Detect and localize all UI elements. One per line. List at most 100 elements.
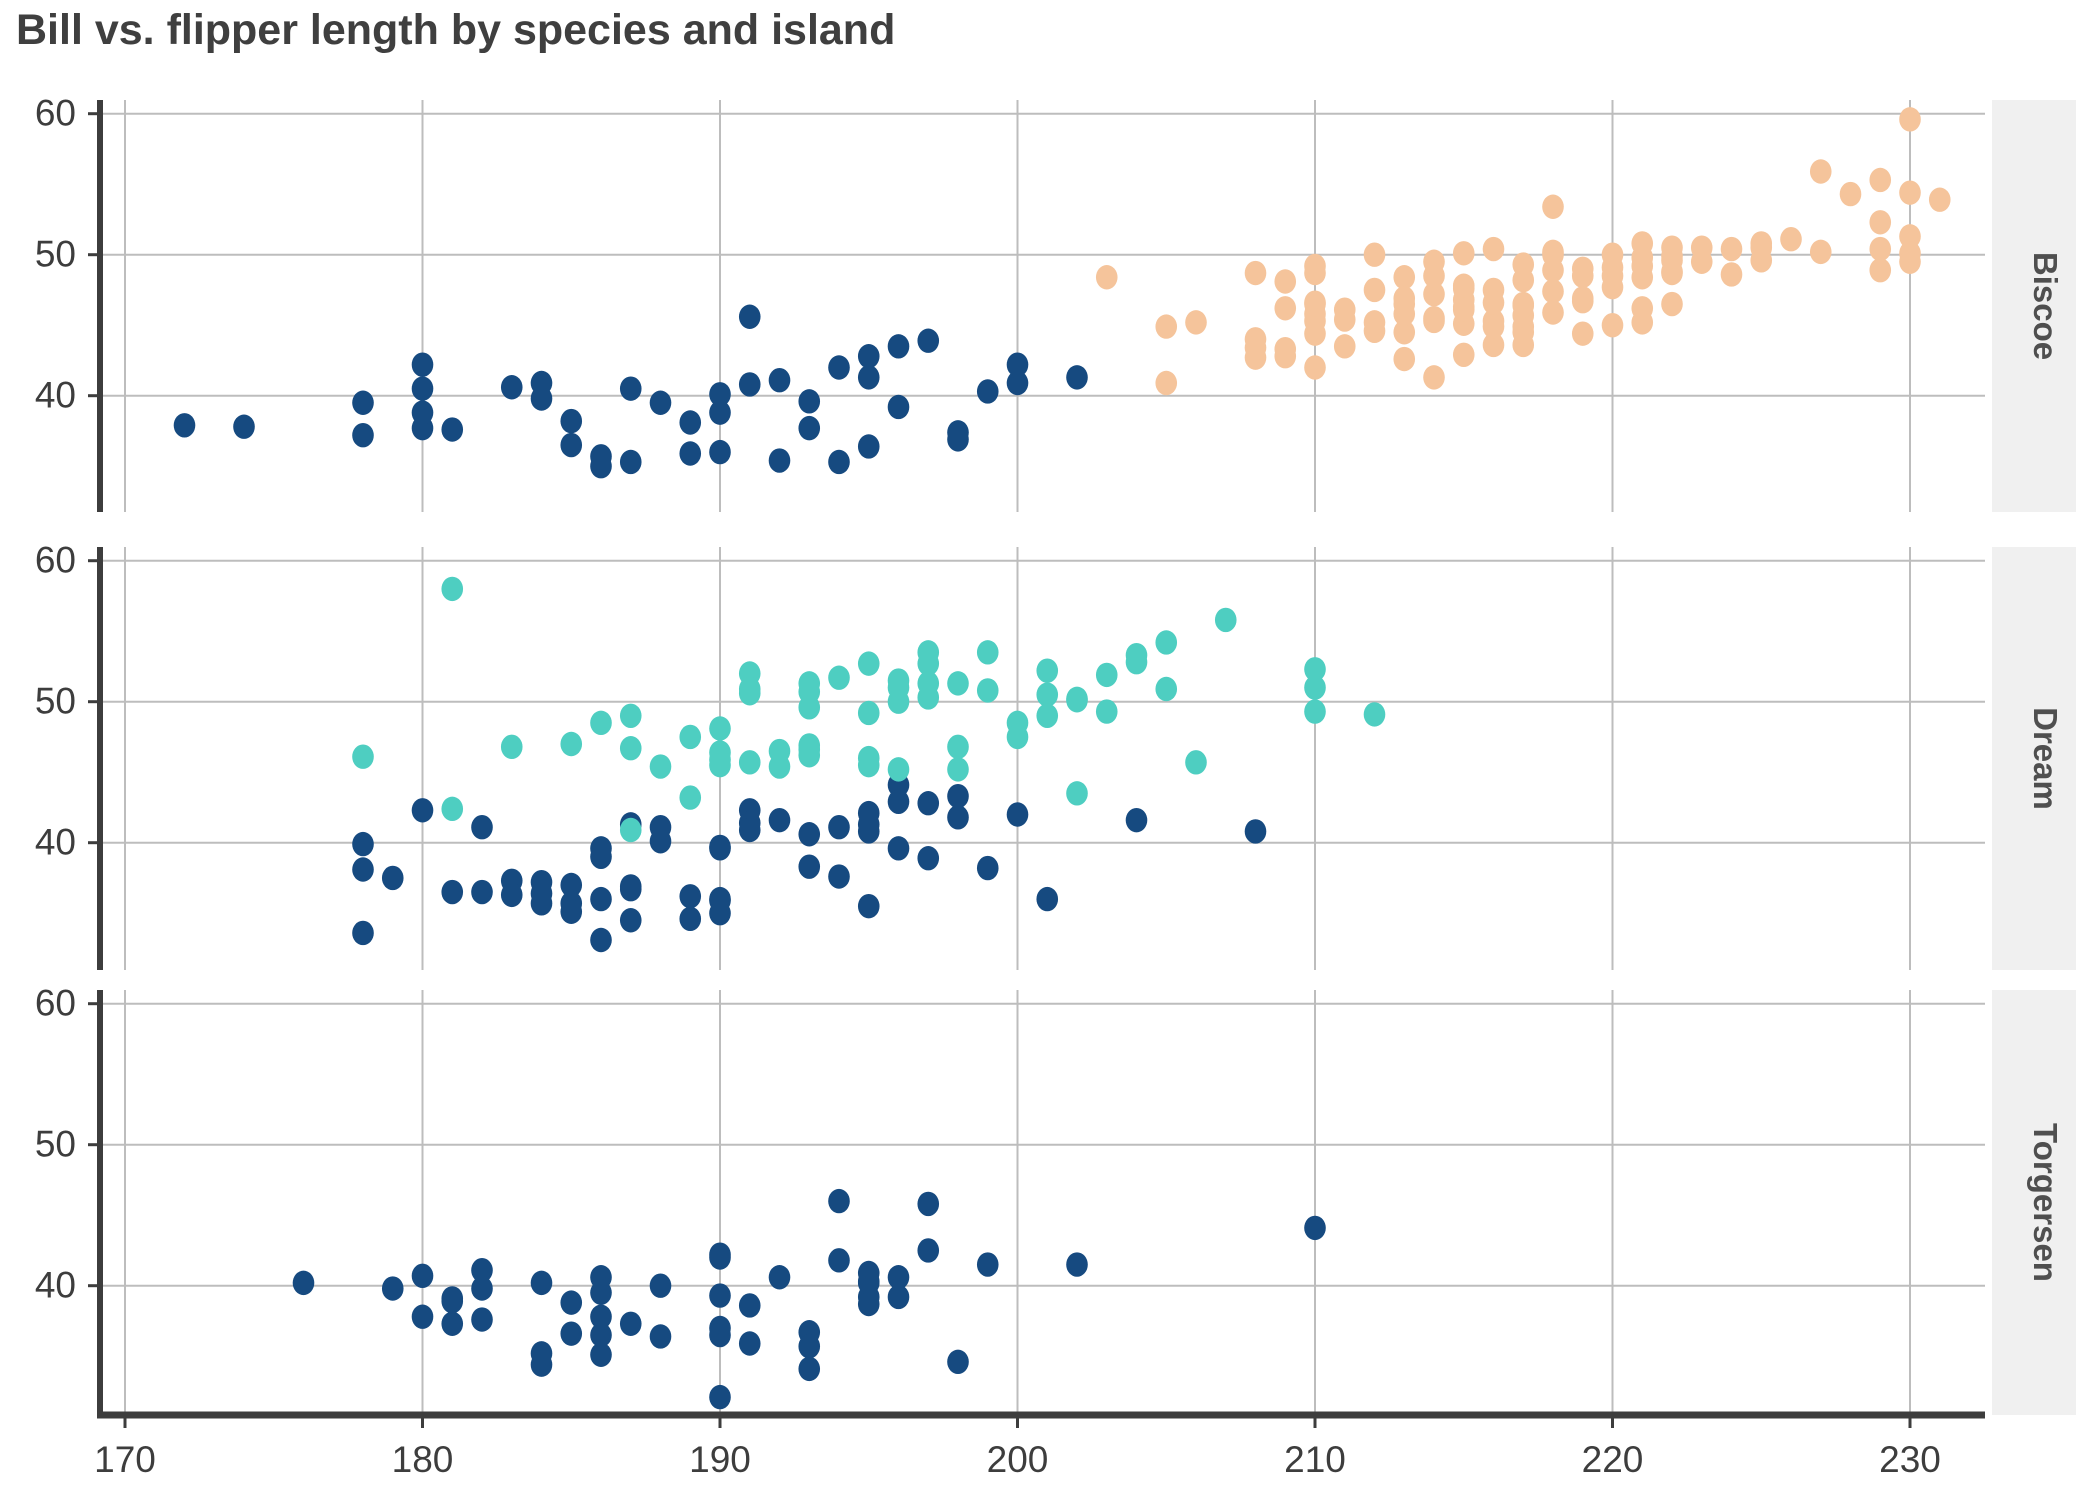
- data-point-chinstrap: [1036, 682, 1059, 707]
- data-point-adelie: [709, 1242, 731, 1267]
- data-point-chinstrap: [1066, 686, 1088, 712]
- data-point-adelie: [828, 864, 850, 889]
- data-point-adelie: [709, 834, 731, 860]
- data-point-gentoo: [1631, 265, 1654, 290]
- data-point-adelie: [590, 1304, 612, 1329]
- data-point-gentoo: [1690, 249, 1713, 274]
- data-point-chinstrap: [1095, 662, 1118, 688]
- data-point-chinstrap: [441, 576, 464, 602]
- data-point-gentoo: [1601, 313, 1624, 338]
- data-point-adelie: [887, 334, 910, 359]
- data-point-gentoo: [1542, 279, 1564, 304]
- data-point-gentoo: [1542, 300, 1564, 325]
- data-point-gentoo: [1780, 226, 1802, 252]
- facet-strip-label: Torgersen: [2027, 1123, 2064, 1282]
- data-point-adelie: [560, 872, 583, 898]
- data-point-adelie: [411, 400, 434, 425]
- data-point-adelie: [798, 1334, 821, 1359]
- data-point-chinstrap: [1304, 675, 1326, 700]
- chart-title: Bill vs. flipper length by species and i…: [16, 6, 896, 54]
- y-tick-label: 40: [35, 822, 76, 863]
- data-point-adelie: [560, 1290, 583, 1315]
- data-point-adelie: [530, 869, 553, 895]
- data-point-adelie: [560, 408, 583, 434]
- data-point-gentoo: [1899, 107, 1921, 132]
- data-point-adelie: [976, 1252, 999, 1277]
- data-point-adelie: [709, 439, 731, 465]
- data-point-adelie: [471, 1307, 493, 1332]
- data-point-gentoo: [1452, 241, 1475, 266]
- data-point-chinstrap: [1214, 607, 1237, 633]
- data-point-gentoo: [1601, 242, 1624, 267]
- data-point-gentoo: [1512, 320, 1535, 345]
- data-point-gentoo: [1601, 274, 1624, 300]
- data-point-adelie: [441, 1311, 464, 1336]
- y-tick-label: 60: [35, 540, 76, 581]
- data-point-gentoo: [1185, 310, 1207, 335]
- data-point-chinstrap: [1066, 781, 1088, 806]
- data-point-gentoo: [1155, 370, 1178, 396]
- data-point-adelie: [679, 884, 702, 909]
- data-point-adelie: [649, 1324, 672, 1349]
- data-point-adelie: [471, 1276, 493, 1301]
- data-point-adelie: [1036, 886, 1059, 912]
- data-point-gentoo: [1452, 342, 1475, 368]
- data-point-gentoo: [1423, 281, 1445, 307]
- data-point-adelie: [857, 344, 880, 369]
- data-point-adelie: [352, 422, 374, 448]
- facet-strip-label: Biscoe: [2027, 252, 2064, 360]
- data-point-chinstrap: [679, 724, 702, 750]
- data-point-adelie: [233, 414, 255, 439]
- data-point-chinstrap: [828, 665, 850, 690]
- data-point-adelie: [619, 1311, 642, 1336]
- facet-strip: [1992, 100, 2076, 512]
- data-point-chinstrap: [1036, 703, 1059, 728]
- y-tick-label: 50: [35, 1124, 76, 1165]
- data-point-adelie: [887, 1284, 910, 1310]
- y-tick-label: 50: [35, 234, 76, 275]
- data-point-gentoo: [1542, 239, 1564, 265]
- data-point-chinstrap: [1304, 657, 1326, 682]
- data-point-gentoo: [1869, 236, 1892, 262]
- data-point-adelie: [679, 441, 702, 466]
- data-point-chinstrap: [798, 695, 821, 720]
- data-point-adelie: [500, 882, 523, 908]
- data-point-chinstrap: [590, 710, 612, 736]
- data-point-adelie: [857, 1260, 880, 1286]
- data-point-adelie: [530, 386, 553, 411]
- data-point-adelie: [738, 1331, 761, 1356]
- data-point-gentoo: [1095, 265, 1118, 290]
- data-point-adelie: [292, 1270, 315, 1296]
- data-point-gentoo: [1244, 335, 1267, 360]
- data-point-adelie: [709, 888, 731, 913]
- data-point-chinstrap: [709, 716, 731, 741]
- data-point-gentoo: [1482, 314, 1505, 339]
- data-point-gentoo: [1571, 286, 1594, 311]
- data-point-adelie: [917, 846, 940, 871]
- data-point-adelie: [947, 805, 969, 830]
- data-point-adelie: [471, 879, 493, 905]
- data-point-adelie: [738, 304, 761, 329]
- data-point-adelie: [619, 874, 642, 899]
- data-point-chinstrap: [619, 736, 642, 761]
- data-point-adelie: [768, 448, 791, 473]
- data-point-gentoo: [1512, 293, 1535, 318]
- data-point-gentoo: [1244, 260, 1267, 286]
- data-point-adelie: [709, 400, 731, 425]
- data-point-adelie: [768, 367, 791, 393]
- data-point-chinstrap: [887, 757, 910, 782]
- data-point-chinstrap: [1095, 699, 1118, 724]
- y-tick-label: 60: [35, 93, 76, 134]
- data-point-adelie: [798, 389, 821, 414]
- data-point-adelie: [828, 355, 850, 380]
- data-point-chinstrap: [679, 785, 702, 810]
- data-point-chinstrap: [887, 675, 910, 700]
- data-point-gentoo: [1631, 296, 1654, 321]
- data-point-adelie: [709, 1283, 731, 1308]
- data-point-adelie: [471, 814, 493, 840]
- data-point-adelie: [352, 390, 374, 415]
- data-point-gentoo: [1542, 258, 1564, 283]
- data-point-gentoo: [1571, 321, 1594, 346]
- data-point-gentoo: [1482, 332, 1505, 358]
- data-point-adelie: [352, 857, 374, 882]
